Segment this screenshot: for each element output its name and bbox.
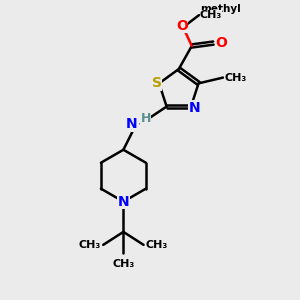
Text: CH₃: CH₃ (112, 259, 134, 269)
Text: methyl: methyl (200, 4, 241, 14)
Text: O: O (215, 36, 227, 50)
Text: N: N (189, 101, 200, 115)
Text: N: N (126, 117, 138, 131)
Text: O: O (176, 19, 188, 33)
Text: CH₃: CH₃ (146, 240, 168, 250)
Text: H: H (141, 112, 151, 125)
Text: CH₃: CH₃ (224, 73, 247, 82)
Text: CH₃: CH₃ (79, 240, 101, 250)
Text: S: S (152, 76, 162, 90)
Text: N: N (118, 195, 129, 208)
Text: CH₃: CH₃ (200, 10, 222, 20)
